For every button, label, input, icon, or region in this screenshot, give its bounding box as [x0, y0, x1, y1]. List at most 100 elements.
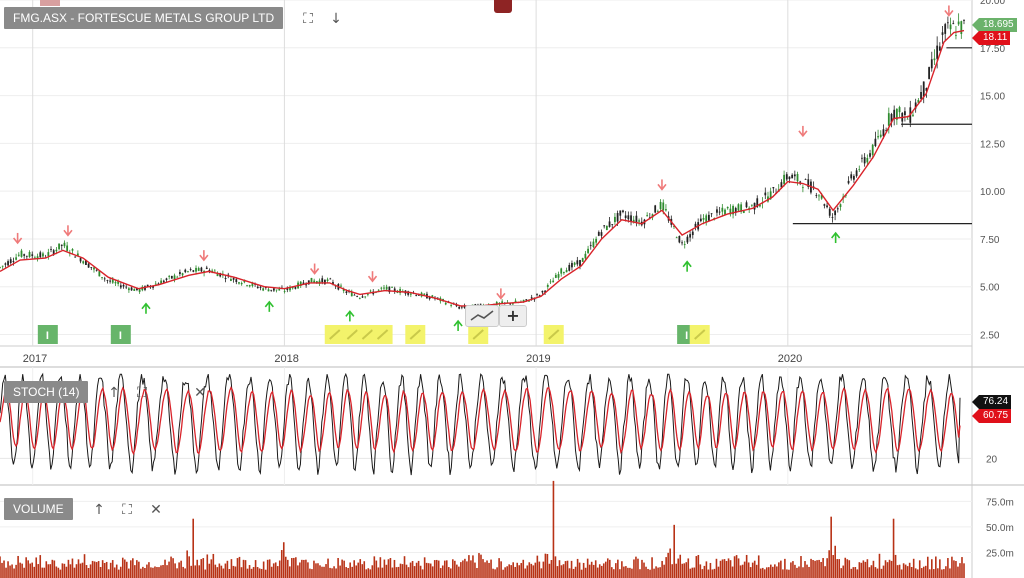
volume-bar [918, 560, 921, 578]
volume-bar [224, 563, 227, 578]
maximize-icon[interactable]: ⛶ [137, 385, 147, 401]
candle-body [785, 174, 788, 180]
candle-body [321, 278, 324, 283]
volume-bar [321, 566, 323, 578]
volume-bar [560, 565, 563, 578]
volume-bar [673, 524, 675, 578]
candle-body [530, 297, 533, 299]
candle-body [444, 302, 447, 305]
candle-body [377, 289, 380, 291]
candle-body [15, 257, 18, 260]
volume-bar [818, 559, 820, 578]
candle-body [560, 268, 563, 274]
volume-bar [379, 557, 382, 578]
drawing-tool-button[interactable] [465, 305, 499, 327]
candle-body [501, 301, 504, 304]
close-icon[interactable]: ✕ [194, 385, 206, 401]
volume-bar [435, 559, 438, 578]
volume-bar [0, 556, 1, 578]
volume-bar [383, 559, 386, 578]
volume-bars [0, 480, 965, 578]
candle-body [597, 232, 600, 236]
volume-bar [429, 563, 432, 578]
candle-body [157, 283, 160, 285]
volume-bar [558, 560, 561, 578]
close-icon[interactable]: ✕ [150, 502, 162, 518]
volume-bar [33, 566, 36, 578]
volume-bar [220, 565, 223, 578]
candle-body [834, 210, 837, 216]
volume-bar [278, 560, 281, 578]
volume-bar [930, 559, 933, 578]
volume-bar [697, 554, 700, 578]
arrow-up-icon[interactable]: ↑ [93, 502, 105, 518]
arrow-up-icon[interactable]: ↑ [108, 385, 120, 401]
volume-bar [659, 567, 661, 578]
volume-bar [478, 553, 480, 578]
volume-bar [671, 564, 673, 578]
volume-bar [105, 561, 108, 578]
volume-bar [248, 565, 251, 578]
stoch-d-value: 60.75 [983, 410, 1009, 422]
volume-bar [97, 561, 100, 578]
volume-bar [826, 558, 828, 578]
volume-bar [661, 560, 663, 578]
volume-bar [258, 568, 261, 578]
volume-bar [317, 563, 319, 578]
candle-body [906, 118, 909, 120]
candle-body [350, 292, 353, 297]
candle-body [920, 91, 922, 99]
volume-bar [81, 562, 84, 578]
volume-bar [309, 568, 311, 578]
volume-bar [71, 558, 74, 578]
moving-average-tag: 18.11 [971, 31, 1011, 46]
volume-bar [439, 568, 442, 578]
volume-bar [784, 558, 786, 578]
volume-bar [21, 563, 23, 578]
arrow-down-icon[interactable]: ↓ [330, 11, 342, 27]
moving-average-value: 18.11 [983, 32, 1008, 44]
candle-body [917, 99, 920, 103]
volume-bar [649, 569, 651, 578]
candle-body [111, 279, 114, 283]
candle-body [409, 293, 412, 295]
volume-bar [874, 567, 877, 578]
volume-bar [629, 567, 631, 578]
volume-bar [236, 558, 239, 578]
volume-bar [115, 564, 118, 578]
candle-body [71, 249, 74, 251]
candle-body [294, 287, 297, 289]
sell-signal-arrow [199, 250, 209, 262]
candle-body [925, 88, 928, 91]
maximize-icon[interactable]: ⛶ [303, 11, 313, 27]
candle-body [780, 182, 783, 188]
volume-bar [419, 565, 422, 578]
volume-bar [759, 568, 762, 578]
candle-body [417, 294, 420, 296]
candle-body [106, 280, 109, 281]
volume-bar [596, 567, 599, 578]
add-drawing-button[interactable]: + [499, 305, 527, 327]
volume-bar [162, 564, 164, 578]
volume-bar [445, 560, 448, 578]
volume-bar [749, 567, 752, 578]
volume-bar [395, 567, 398, 578]
volume-bar [912, 558, 915, 578]
volume-bar [93, 561, 96, 578]
volume-bar [168, 561, 170, 578]
candle-body [734, 208, 737, 213]
volume-bar [323, 566, 325, 578]
volume-bar [307, 562, 309, 578]
maximize-icon[interactable]: ⛶ [122, 502, 132, 518]
volume-bar [311, 569, 313, 578]
volume-bar [450, 568, 452, 578]
volume-bar [99, 566, 102, 578]
volume-bar [13, 568, 15, 578]
candle-body [267, 289, 270, 292]
candle-body [423, 293, 426, 295]
volume-bar [184, 568, 186, 578]
candle-body [76, 253, 79, 256]
candle-body [793, 174, 796, 177]
volume-bar [222, 568, 225, 578]
volume-bar [739, 565, 742, 578]
